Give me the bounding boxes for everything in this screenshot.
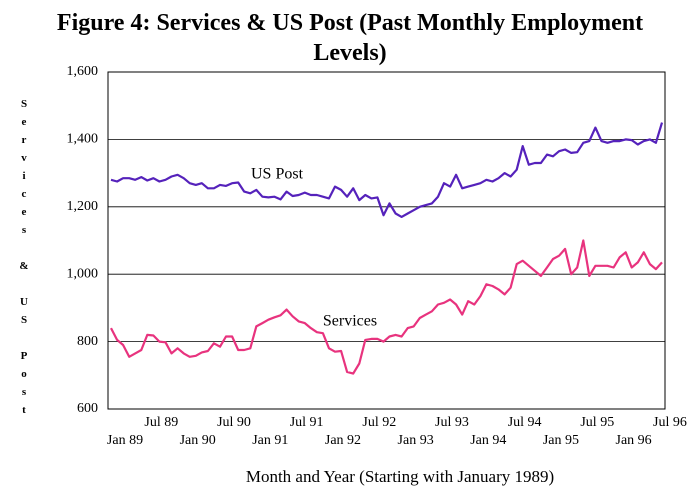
x-tick-label: Jul 94: [508, 415, 542, 430]
x-tick-label: Jan 95: [543, 433, 579, 448]
x-tick-label: Jan 89: [107, 433, 143, 448]
x-tick-label: Jul 93: [435, 415, 469, 430]
y-tick-label: 1,000: [67, 266, 99, 281]
series-line: [110, 122, 664, 218]
x-tick-label: Jul 95: [580, 415, 614, 430]
x-tick-label: Jul 96: [653, 415, 687, 430]
chart-title: Figure 4: Services & US Post (Past Month…: [56, 10, 644, 66]
y-tick-label: 1,200: [67, 199, 99, 214]
x-tick-label: Jan 94: [470, 433, 506, 448]
x-tick-label: Jul 92: [362, 415, 396, 430]
x-tick-label: Jul 89: [144, 415, 178, 430]
y-tick-label: 800: [77, 334, 98, 349]
x-tick-label: Jul 90: [217, 415, 251, 430]
x-tick-label: Jan 92: [325, 433, 361, 448]
annotation: US Post: [251, 166, 304, 183]
y-tick-label: 1,600: [67, 64, 99, 79]
x-tick-label: Jan 96: [616, 433, 652, 448]
x-tick-label: Jan 90: [180, 433, 216, 448]
y-tick-label: 1,400: [67, 132, 99, 147]
plot-frame: [107, 71, 666, 410]
series-line: [110, 239, 663, 375]
x-tick-label: Jan 91: [252, 433, 288, 448]
y-tick-label: 600: [77, 401, 98, 416]
annotation: Services: [323, 313, 377, 330]
x-axis-title: Month and Year (Starting with January 19…: [246, 467, 554, 486]
x-tick-label: Jan 93: [398, 433, 434, 448]
x-tick-label: Jul 91: [290, 415, 324, 430]
